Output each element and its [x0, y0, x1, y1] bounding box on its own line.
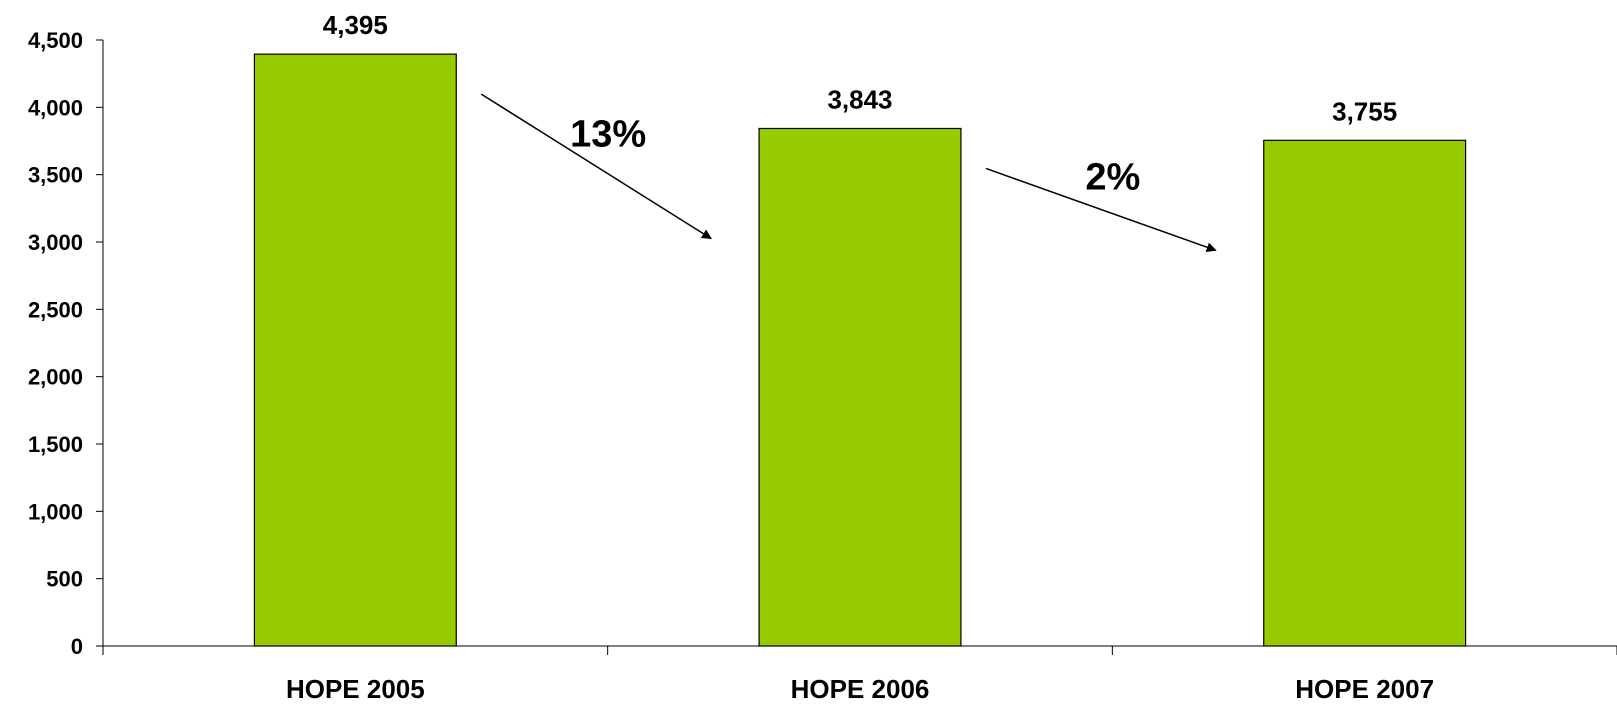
change-arrow [985, 167, 1217, 253]
y-axis: 0 500 1,000 1,500 2,000 2,500 3,000 3,500 4,000 4… [28, 28, 104, 659]
y-tick-label: 1,500 [28, 432, 83, 457]
x-category-label: HOPE 2005 [286, 674, 425, 704]
x-category-label: HOPE 2006 [791, 674, 930, 704]
y-tick-label: 4,500 [28, 28, 83, 53]
y-tick-label: 0 [71, 634, 83, 659]
y-tick-label: 2,000 [28, 365, 83, 390]
y-tick-label: 1,000 [28, 499, 83, 524]
change-percent-label: 13% [570, 113, 646, 155]
bar-value-label: 4,395 [323, 10, 388, 40]
y-tick-label: 2,500 [28, 297, 83, 322]
annotations: 13% 2% [480, 93, 1217, 253]
y-tick-label: 3,000 [28, 230, 83, 255]
y-tick-label: 4,000 [28, 95, 83, 120]
change-percent-label: 2% [1085, 156, 1140, 198]
y-tick-label: 3,500 [28, 163, 83, 188]
data-labels: 4,395 3,843 3,755 [323, 10, 1397, 126]
bar [758, 127, 962, 647]
bar-value-label: 3,755 [1332, 96, 1397, 126]
x-axis: HOPE 2005 HOPE 2006 HOPE 2007 [102, 645, 1617, 704]
change-arrow [480, 93, 712, 240]
bar-value-label: 3,843 [827, 84, 892, 114]
bar [1263, 139, 1467, 647]
x-category-label: HOPE 2007 [1295, 674, 1434, 704]
bar [253, 53, 457, 647]
y-tick-label: 500 [46, 567, 83, 592]
bars [253, 53, 1467, 647]
